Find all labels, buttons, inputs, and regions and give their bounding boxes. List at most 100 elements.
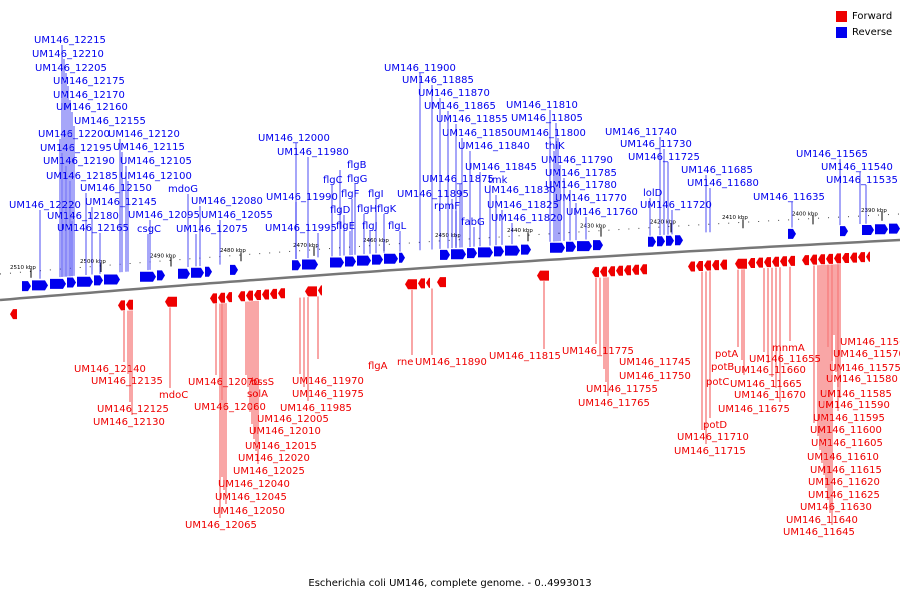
forward-gene-arrow: [788, 255, 795, 266]
forward-gene-label: UM146_11625: [808, 490, 880, 501]
reverse-gene-label: flgI: [368, 189, 384, 200]
forward-gene-label: UM146_11670: [734, 390, 806, 401]
forward-gene-label: UM146_12020: [238, 453, 310, 464]
reverse-gene-label: UM146_11680: [687, 178, 759, 189]
reverse-gene-label: UM146_12100: [120, 171, 192, 182]
reverse-gene-arrow: [648, 236, 656, 247]
forward-gene-label: UM146_11815: [489, 351, 561, 362]
forward-gene-arrow: [405, 279, 417, 290]
reverse-gene-label: UM146_11865: [424, 101, 496, 112]
legend-item-reverse: Reverse: [836, 24, 892, 40]
reverse-gene-arrow: [384, 253, 398, 264]
forward-gene-arrow: [600, 266, 607, 277]
forward-gene-arrow: [278, 288, 285, 299]
forward-gene-label: UM146_12060: [194, 402, 266, 413]
forward-gene-label: UM146_11655: [749, 354, 821, 365]
reverse-gene-arrow: [566, 241, 576, 252]
forward-gene-label: UM146_11715: [674, 446, 746, 457]
forward-gene-arrow: [704, 260, 711, 271]
reverse-gene-arrow: [140, 271, 156, 282]
forward-gene-label: potA: [715, 349, 738, 360]
forward-gene-label: UM146_11610: [807, 452, 879, 463]
reverse-gene-label: UM146_11535: [826, 175, 898, 186]
reverse-gene-label: UM146_11995: [265, 223, 337, 234]
reverse-gene-label: UM146_11990: [266, 192, 338, 203]
forward-gene-arrow: [640, 264, 647, 275]
reverse-gene-label: UM146_11855: [436, 114, 508, 125]
forward-gene-label: UM146_12050: [213, 506, 285, 517]
forward-gene-arrow: [246, 290, 253, 301]
reverse-gene-label: UM146_12220: [9, 200, 81, 211]
reverse-gene-label: fabG: [461, 217, 485, 228]
scale-tick-label: 2390 kbp: [861, 208, 887, 214]
reverse-gene-arrow: [467, 248, 477, 259]
reverse-gene-label: UM146_12215: [34, 35, 106, 46]
forward-gene-arrow: [10, 309, 17, 320]
forward-gene-arrow: [270, 288, 277, 299]
reverse-gene-arrow: [840, 226, 848, 237]
reverse-gene-label: UM146_12190: [43, 156, 115, 167]
forward-gene-arrow: [210, 293, 217, 304]
reverse-gene-arrow: [521, 244, 531, 255]
forward-gene-arrow: [772, 256, 779, 267]
reverse-gene-label: flgL: [388, 221, 407, 232]
reverse-gene-label: UM146_12165: [57, 223, 129, 234]
reverse-gene-label: UM146_11895: [397, 189, 469, 200]
reverse-gene-label: UM146_12205: [35, 63, 107, 74]
reverse-gene-arrow: [205, 266, 212, 277]
reverse-gene-label: csgC: [137, 224, 161, 235]
reverse-gene-label: UM146_11840: [458, 141, 530, 152]
forward-gene-label: UM146_11645: [783, 527, 855, 538]
forward-gene-label: UM146_12140: [74, 364, 146, 375]
forward-gene-arrow: [305, 286, 317, 297]
scale-tick-label: 2490 kbp: [150, 254, 176, 260]
genome-caption: Escherichia coli UM146, complete genome.…: [308, 578, 592, 589]
forward-gene-label: UM146_11970: [292, 376, 364, 387]
reverse-gene-label: UM146_11635: [753, 192, 825, 203]
forward-gene-arrow: [592, 267, 599, 278]
forward-gene-arrow: [802, 255, 809, 266]
reverse-gene-label: UM146_11725: [628, 152, 700, 163]
reverse-gene-label: UM146_11770: [555, 193, 627, 204]
forward-gene-arrow: [418, 278, 425, 289]
scale-tick-label: 2410 kbp: [722, 215, 748, 221]
forward-gene-label: UM146_12040: [218, 479, 290, 490]
reverse-gene-label: UM146_12155: [74, 116, 146, 127]
forward-gene-arrow: [712, 260, 719, 271]
scale-tick-label: 2480 kbp: [220, 248, 246, 254]
forward-gene-label: UM146_12045: [215, 492, 287, 503]
forward-gene-label: UM146_11600: [810, 425, 882, 436]
reverse-gene-arrow: [675, 235, 683, 246]
forward-gene-label: rne: [397, 357, 413, 368]
reverse-gene-arrow: [657, 236, 665, 247]
forward-gene-arrow: [818, 254, 825, 265]
forward-gene-arrow: [696, 260, 703, 271]
reverse-gene-arrow: [550, 242, 565, 253]
reverse-gene-arrow: [593, 240, 603, 251]
reverse-gene-arrow: [505, 245, 520, 256]
forward-gene-label: UM146_11985: [280, 403, 352, 414]
reverse-gene-label: flgC: [323, 175, 343, 186]
reverse-gene-label: UM146_11720: [640, 200, 712, 211]
forward-gene-label: UM146_12125: [97, 404, 169, 415]
reverse-gene-label: UM146_12195: [40, 143, 112, 154]
reverse-gene-arrow: [788, 228, 796, 239]
reverse-gene-label: UM146_11785: [545, 168, 617, 179]
reverse-gene-label: UM146_11875: [422, 174, 494, 185]
reverse-gene-label: UM146_12120: [108, 129, 180, 140]
reverse-gene-label: flgJ: [362, 221, 378, 232]
reverse-gene-label: UM146_12105: [120, 156, 192, 167]
reverse-gene-label: UM146_11980: [277, 147, 349, 158]
reverse-gene-label: UM146_11800: [514, 128, 586, 139]
forward-gene-label: UM146_12025: [233, 466, 305, 477]
scale-tick-label: 2440 kbp: [507, 228, 533, 234]
forward-gene-arrow: [850, 252, 857, 263]
reverse-gene-label: UM146_12150: [80, 183, 152, 194]
reverse-gene-arrow: [862, 224, 874, 235]
reverse-gene-label: UM146_12145: [85, 197, 157, 208]
forward-gene-label: potB: [711, 362, 734, 373]
reverse-gene-label: UM146_11820: [491, 213, 563, 224]
reverse-gene-arrow: [440, 249, 450, 260]
reverse-gene-label: UM146_11565: [796, 149, 868, 160]
